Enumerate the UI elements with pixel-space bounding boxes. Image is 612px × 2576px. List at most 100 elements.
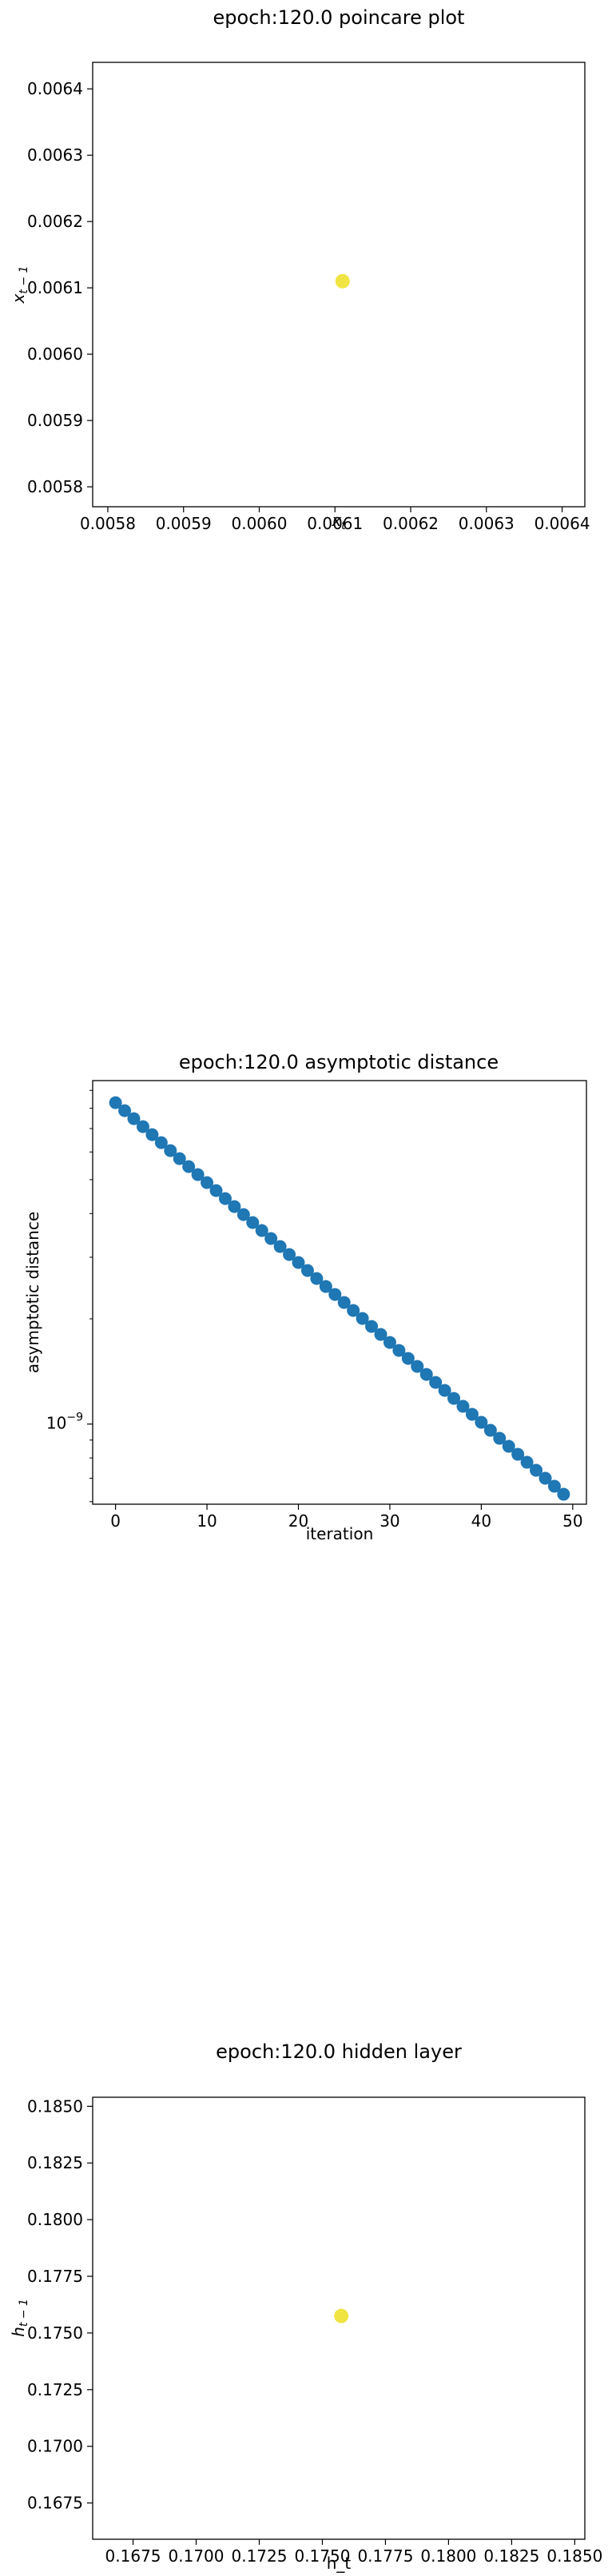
data-point (520, 1455, 534, 1469)
y-tick-label: 0.0058 (27, 477, 83, 496)
data-point (118, 1104, 132, 1117)
x-tick-label: 0.0064 (535, 514, 590, 533)
y-tick-label: 0.1850 (27, 2096, 83, 2116)
y-axis-ticks: 10−9 (46, 1089, 93, 1503)
data-point (530, 1463, 543, 1477)
x-tick-label: 0.0062 (383, 514, 439, 533)
data-points (334, 2308, 349, 2323)
y-tick-label: 0.1725 (27, 2380, 83, 2399)
data-point (310, 1272, 324, 1285)
data-point (475, 1415, 488, 1429)
data-point (538, 1471, 552, 1485)
hidden-layer-panel: epoch:120.0 hidden layer 0.1675 0.1700 0.1… (0, 2017, 612, 2576)
y-axis-label: asymptotic distance (23, 1212, 42, 1373)
data-point (337, 1296, 351, 1309)
x-tick-label: 10 (197, 1511, 217, 1531)
data-point (438, 1384, 451, 1397)
y-axis-ticks: 0.0058 0.0059 0.0060 0.0061 0.0062 0.0063 0.00… (27, 79, 93, 496)
data-point (356, 1312, 369, 1325)
data-point (273, 1240, 287, 1253)
plot-frame (92, 62, 586, 508)
x-tick-label: 0.0060 (232, 514, 288, 533)
data-point (335, 273, 350, 289)
data-point (456, 1399, 470, 1413)
x-tick-label: 0.0058 (80, 514, 136, 533)
x-tick-label: 0.1725 (232, 2546, 288, 2566)
data-point (419, 1368, 433, 1381)
hidden-layer-chart: epoch:120.0 hidden layer 0.1675 0.1700 0.1… (9, 2040, 602, 2573)
data-point (465, 1407, 479, 1421)
data-point (283, 1248, 296, 1261)
y-tick-label: 0.1825 (27, 2153, 83, 2172)
data-point (109, 1096, 122, 1109)
data-point (374, 1328, 387, 1341)
data-point (191, 1168, 205, 1181)
data-point (182, 1160, 196, 1173)
data-point (201, 1176, 214, 1189)
data-point (228, 1200, 241, 1213)
plot-frame (92, 2096, 586, 2540)
x-axis-ticks: 0.1675 0.1700 0.1725 0.1750 0.1775 0.1800 0.18… (105, 2539, 602, 2566)
x-tick-label: 0.1825 (483, 2546, 539, 2566)
y-tick-label: 0.1775 (27, 2267, 83, 2286)
data-point (429, 1376, 443, 1389)
x-tick-label: 0.0061 (307, 514, 363, 533)
x-tick-label: 40 (471, 1511, 491, 1531)
chart-title: epoch:120.0 hidden layer (216, 2040, 462, 2063)
data-point (334, 2308, 349, 2323)
x-tick-label: 0.1850 (546, 2546, 602, 2566)
data-points (335, 273, 350, 289)
y-tick-label: 0.0062 (27, 212, 83, 231)
y-tick-label: 0.0059 (27, 411, 83, 430)
data-point (557, 1487, 570, 1501)
y-tick-label: 0.1750 (27, 2323, 83, 2343)
data-point (173, 1152, 186, 1165)
data-point (136, 1120, 149, 1133)
x-tick-label: 0.1700 (169, 2546, 225, 2566)
x-tick-label: 0.1750 (294, 2546, 350, 2566)
data-point (483, 1423, 497, 1437)
data-point (145, 1128, 159, 1141)
x-axis-label: iteration (306, 1524, 374, 1543)
y-tick-label: 0.0064 (27, 79, 83, 98)
data-point (365, 1320, 379, 1333)
chart-title: epoch:120.0 poincare plot (213, 6, 465, 29)
data-point (127, 1112, 141, 1125)
data-points (109, 1096, 570, 1501)
x-tick-label: 0.0059 (156, 514, 212, 533)
data-point (209, 1184, 223, 1197)
data-point (447, 1392, 461, 1405)
poincare-plot-panel: epoch:120.0 poincare plot 0.0058 0.0059 0.… (0, 0, 612, 559)
plot-frame (92, 1080, 587, 1505)
y-axis-label: ht − 1 (9, 2299, 30, 2337)
data-point (401, 1352, 415, 1365)
data-point (164, 1144, 177, 1157)
data-point (493, 1431, 507, 1445)
data-point (347, 1304, 360, 1317)
chart-title: epoch:120.0 asymptotic distance (179, 1051, 499, 1073)
data-point (246, 1216, 260, 1229)
asymptotic-distance-panel: epoch:120.0 asymptotic distance 0 10 20 30 4… (0, 1039, 612, 1599)
x-tick-label: 0.1675 (105, 2546, 161, 2566)
y-axis-label: xt − 1 (9, 266, 30, 305)
data-point (255, 1224, 268, 1237)
x-tick-label: 0.1775 (357, 2546, 413, 2566)
data-point (383, 1336, 396, 1349)
y-tick-label: 0.0060 (27, 344, 83, 364)
y-tick-label: 0.0061 (27, 278, 83, 297)
poincare-plot-chart: epoch:120.0 poincare plot 0.0058 0.0059 0.… (9, 6, 590, 533)
x-tick-label: 0.1800 (420, 2546, 476, 2566)
x-tick-label: 20 (288, 1511, 308, 1531)
y-tick-label: 0.1800 (27, 2210, 83, 2229)
y-tick-label: 0.1700 (27, 2437, 83, 2456)
data-point (154, 1136, 168, 1149)
data-point (236, 1208, 250, 1221)
data-point (300, 1264, 314, 1277)
data-point (218, 1192, 232, 1205)
y-axis-ticks: 0.1675 0.1700 0.1725 0.1750 0.1775 0.1800 0.18… (27, 2096, 93, 2513)
data-point (547, 1479, 561, 1493)
data-point (328, 1288, 342, 1301)
x-tick-label: 50 (562, 1511, 582, 1531)
data-point (392, 1344, 406, 1357)
x-axis-ticks: 0.0058 0.0059 0.0060 0.0061 0.0062 0.0063 0.00… (80, 507, 590, 533)
